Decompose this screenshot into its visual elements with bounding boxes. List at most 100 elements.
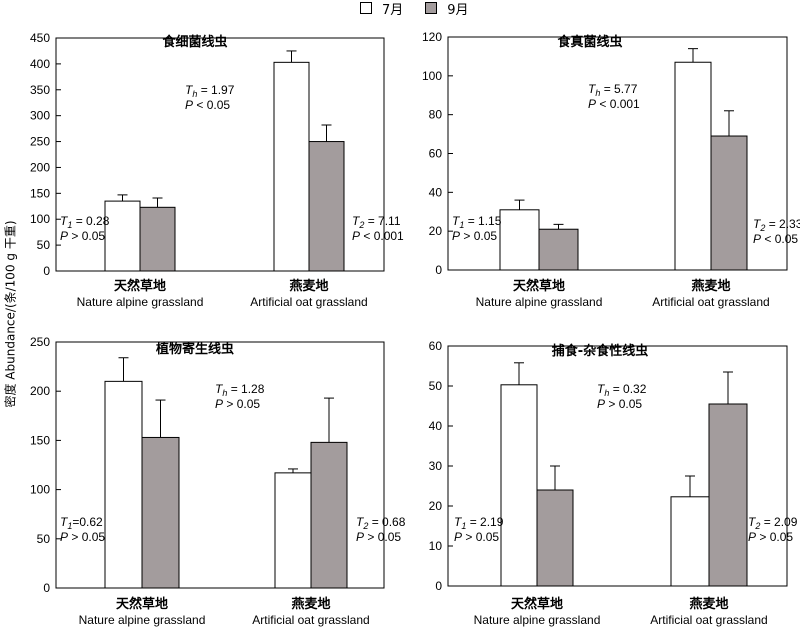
panel-2-category-en-2: Artificial oat grassland — [652, 295, 769, 309]
panel-2-stat-th: Th = 5.77P < 0.001 — [588, 82, 640, 111]
panel-4-ytick-label-2: 20 — [429, 499, 443, 513]
panel-3-bar-s2-c1 — [141, 436, 180, 589]
panel-1-stat-t2-t: T2 = 7.11 — [352, 214, 401, 230]
panel-3-bar-s2-c2 — [310, 441, 348, 589]
panel-4-stat-th: Th = 0.32P > 0.05 — [597, 382, 647, 411]
panel-2-category-zh-2: 燕麦地 — [691, 278, 730, 294]
panel-1-bar-s1-c2 — [273, 61, 310, 272]
panel-3-bar-s1-c1 — [104, 380, 143, 589]
panel-2-ytick-label-5: 100 — [422, 69, 442, 83]
panel-1-frame — [55, 37, 385, 272]
legend-label-july: 7月 — [382, 2, 404, 18]
panel-4-stat-t1: T1 = 2.19P > 0.05 — [454, 515, 504, 544]
panel-2-title: 食真菌线虫 — [557, 34, 622, 50]
panel-2-stat-t1: T1 = 1.15P > 0.05 — [452, 214, 502, 243]
panel-1-category-en-1: Nature alpine grassland — [77, 295, 204, 309]
legend-item-september: 9月 — [425, 0, 469, 18]
panel-1-bar-s2-c1 — [139, 206, 176, 272]
panel-1-bar-s2-c2 — [308, 141, 345, 272]
panel-2-stat-th-p: P < 0.001 — [588, 97, 640, 111]
panel-1-ytick-label-4: 200 — [30, 160, 50, 174]
panel-1-stat-th: Th = 1.97P < 0.05 — [185, 83, 235, 112]
panel-2-stat-th-t: Th = 5.77 — [588, 82, 638, 98]
panel-1: 0 50 100 150 200 250 300 350 400 450 食细菌线虫天然草地Natu… — [30, 31, 385, 309]
panel-4-ytick-label-5: 50 — [429, 379, 443, 393]
panel-1-category-zh-2: 燕麦地 — [289, 278, 328, 294]
panel-3-ytick-label-3: 150 — [30, 433, 50, 447]
legend-swatch-september — [425, 2, 438, 14]
panel-4-stat-t2: T2 = 2.09P > 0.05 — [748, 515, 798, 544]
panel-1-ytick-label-3: 150 — [30, 186, 50, 200]
panel-1-stat-t1: T1 = 0.28P > 0.05 — [60, 214, 110, 243]
panel-4-bar-s2-c2 — [708, 403, 748, 587]
panel-2-ytick-label-3: 60 — [429, 147, 443, 161]
panel-4-ytick-label-6: 60 — [429, 339, 443, 353]
panel-1-stat-t2: T2 = 7.11P < 0.001 — [352, 214, 404, 243]
panel-2-stat-t2-t: T2 = 2.33 — [753, 217, 800, 233]
panel-4-bar-s1-c1 — [500, 384, 538, 587]
panel-4-category-zh-2: 燕麦地 — [689, 596, 728, 612]
panel-3-stat-t1-p: P > 0.05 — [60, 530, 105, 544]
panel-3-stat-t2: T2 = 0.68P > 0.05 — [356, 515, 406, 544]
panel-2-stat-t2-p: P < 0.05 — [753, 232, 798, 246]
panel-1-title: 食细菌线虫 — [162, 34, 227, 50]
panel-4-bar-s2-c1 — [536, 489, 574, 587]
legend-label-september: 9月 — [447, 2, 469, 18]
panel-4-ytick-label-4: 40 — [429, 419, 443, 433]
panel-2-ytick-label-1: 20 — [429, 224, 443, 238]
panel-1-category-en-2: Artificial oat grassland — [250, 295, 367, 309]
panel-2-bar-s1-c1 — [499, 209, 540, 271]
panel-4-stat-t1-p: P > 0.05 — [454, 530, 499, 544]
panel-4-ytick-label-1: 10 — [429, 539, 443, 553]
panel-4-stat-th-t: Th = 0.32 — [597, 382, 647, 398]
panel-2-bar-s2-c2 — [710, 135, 748, 271]
panel-3-ytick-label-5: 250 — [30, 335, 50, 349]
panel-4-stat-t2-t: T2 = 2.09 — [748, 515, 798, 531]
panel-4-stat-t2-p: P > 0.05 — [748, 530, 793, 544]
panel-3-stat-t1: T1=0.62P > 0.05 — [60, 515, 105, 544]
panel-2-ytick-label-6: 120 — [422, 30, 442, 44]
panel-1-stat-th-t: Th = 1.97 — [185, 83, 235, 99]
panel-4-stat-t1-t: T1 = 2.19 — [454, 515, 504, 531]
panel-1-ytick-label-7: 350 — [30, 83, 50, 97]
panel-1-stat-t2-p: P < 0.001 — [352, 229, 404, 243]
panel-1-category-zh-1: 天然草地 — [114, 278, 166, 294]
panel-2-category-zh-1: 天然草地 — [513, 278, 565, 294]
panel-3-title: 植物寄生线虫 — [155, 341, 234, 357]
panel-3-category-zh-2: 燕麦地 — [291, 596, 330, 612]
panel-2-stat-t2: T2 = 2.33P < 0.05 — [753, 217, 800, 246]
panel-3-bar-s1-c2 — [274, 472, 312, 589]
panel-1-ytick-label-6: 300 — [30, 109, 50, 123]
panel-3-stat-t2-t: T2 = 0.68 — [356, 515, 406, 531]
panel-4-category-zh-1: 天然草地 — [511, 596, 563, 612]
panel-2-ytick-label-2: 40 — [429, 185, 443, 199]
panel-1-bar-s1-c1 — [104, 200, 141, 272]
panel-3-stat-t1-t: T1=0.62 — [60, 515, 103, 531]
panel-2-stat-t1-p: P > 0.05 — [452, 229, 497, 243]
panel-3-stat-th: Th = 1.28P > 0.05 — [215, 382, 265, 411]
panel-2-ytick-label-0: 0 — [435, 263, 442, 277]
legend-swatch-july — [360, 2, 372, 14]
panel-1-ytick-label-1: 50 — [37, 238, 51, 252]
panel-3-ytick-label-2: 100 — [30, 483, 50, 497]
panel-3-ytick-label-0: 0 — [43, 581, 50, 595]
panel-1-stat-th-p: P < 0.05 — [185, 98, 230, 112]
legend: 7月 9月 — [360, 0, 491, 18]
panel-3-frame — [55, 341, 385, 589]
panel-4-category-en-1: Nature alpine grassland — [474, 613, 601, 627]
panel-4-category-en-2: Artificial oat grassland — [650, 613, 767, 627]
panel-4-title: 捕食-杂食性线虫 — [552, 343, 648, 359]
panel-2-bar-s2-c1 — [538, 228, 579, 271]
panel-1-stat-t1-p: P > 0.05 — [60, 229, 105, 243]
panel-2-ytick-label-4: 80 — [429, 108, 443, 122]
panel-4-stat-th-p: P > 0.05 — [597, 397, 642, 411]
panel-2-category-en-1: Nature alpine grassland — [476, 295, 603, 309]
legend-item-july: 7月 — [360, 0, 403, 18]
panel-1-ytick-label-9: 450 — [30, 31, 50, 45]
panel-4-bar-s1-c2 — [670, 496, 710, 587]
panel-2-stat-t1-t: T1 = 1.15 — [452, 214, 502, 230]
panel-1-ytick-label-5: 250 — [30, 135, 50, 149]
